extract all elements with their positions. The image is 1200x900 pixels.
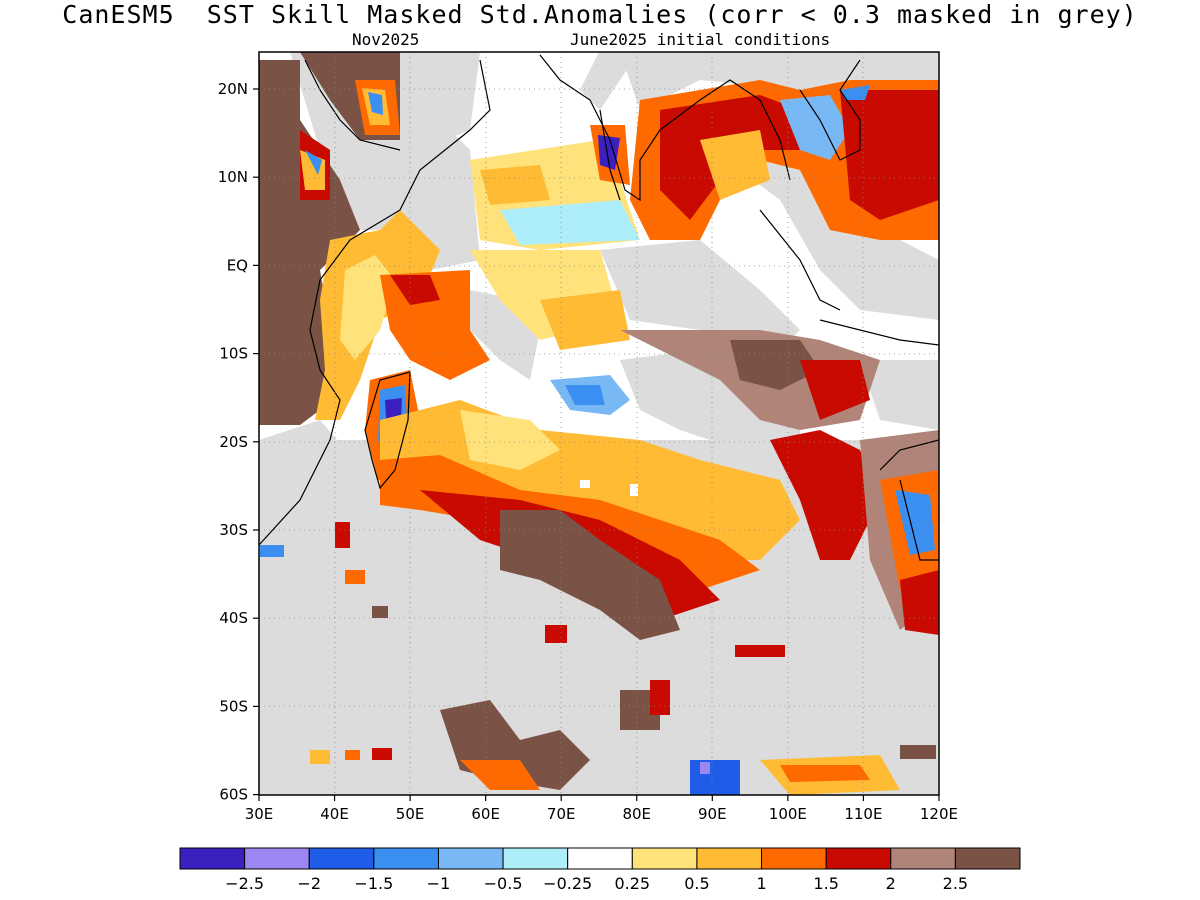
lon-tick-label: 120E xyxy=(920,805,958,823)
colorbar-swatch xyxy=(502,847,569,870)
lat-tick-label: 20S xyxy=(219,433,248,451)
lon-tick-label: 60E xyxy=(471,805,500,823)
colorbar-label: −2.5 xyxy=(225,874,264,893)
lat-tick-label: 40S xyxy=(219,609,248,627)
lat-tick-label: EQ xyxy=(227,256,248,274)
lat-tick-label: 30S xyxy=(219,521,248,539)
gridlines xyxy=(259,52,939,795)
colorbar-label: −1.5 xyxy=(354,874,393,893)
lat-tick-label: 20N xyxy=(218,80,248,98)
latitude-axis: 20N 10N EQ 10S 20S 30S 40S 50S 60S xyxy=(218,80,259,804)
lon-tick-label: 70E xyxy=(547,805,576,823)
colorbar-swatch xyxy=(761,847,827,870)
colorbar-swatch xyxy=(373,847,439,870)
colorbar-swatch xyxy=(825,847,892,870)
colorbar-label: 2 xyxy=(886,874,896,893)
colorbar-swatch xyxy=(696,847,763,870)
colorbar-label: 0.25 xyxy=(614,874,650,893)
colorbar-swatch xyxy=(437,847,504,870)
lat-tick-label: 50S xyxy=(219,697,248,715)
colorbar-label: 0.5 xyxy=(684,874,709,893)
colorbar-swatch xyxy=(244,847,310,870)
colorbar-label: 2.5 xyxy=(943,874,968,893)
colorbar-swatch xyxy=(179,847,246,870)
colorbar-label: 1 xyxy=(756,874,766,893)
init-conditions-label: June2025 initial conditions xyxy=(570,30,831,49)
map-plot-area xyxy=(259,52,939,795)
lat-tick-label: 10N xyxy=(218,168,248,186)
lon-tick-label: 100E xyxy=(769,805,807,823)
lat-tick-label: 60S xyxy=(219,786,248,804)
lon-tick-label: 50E xyxy=(396,805,425,823)
chart-title: CanESM5 SST Skill Masked Std.Anomalies (… xyxy=(62,0,1138,29)
plot-frame xyxy=(258,51,940,796)
lon-tick-label: 110E xyxy=(844,805,882,823)
lon-tick-label: 80E xyxy=(622,805,651,823)
lon-tick-label: 90E xyxy=(698,805,727,823)
colorbar-swatch xyxy=(890,847,956,870)
lead-month-label: Nov2025 xyxy=(352,30,420,49)
colorbar-swatch xyxy=(631,847,698,870)
colorbar-label: −1 xyxy=(427,874,451,893)
longitude-axis: 30E 40E 50E 60E 70E 80E 90E 100E 110E 120E xyxy=(245,795,958,823)
colorbar-label: 1.5 xyxy=(813,874,838,893)
anomaly-patches xyxy=(259,52,939,795)
colorbar-swatch xyxy=(567,847,633,870)
colorbar-label: −2 xyxy=(297,874,321,893)
colorbar-label: −0.5 xyxy=(484,874,523,893)
lon-tick-label: 30E xyxy=(245,805,274,823)
colorbar-swatch xyxy=(954,847,1021,870)
colorbar: −2.5 −2 −1.5 −1 −0.5 −0.25 0.25 0.5 1 1.5 2 2.5 xyxy=(179,847,1021,893)
coastlines xyxy=(259,54,939,561)
colorbar-label: −0.25 xyxy=(543,874,592,893)
colorbar-swatch xyxy=(308,847,375,870)
lon-tick-label: 40E xyxy=(320,805,349,823)
lat-tick-label: 10S xyxy=(219,345,248,363)
